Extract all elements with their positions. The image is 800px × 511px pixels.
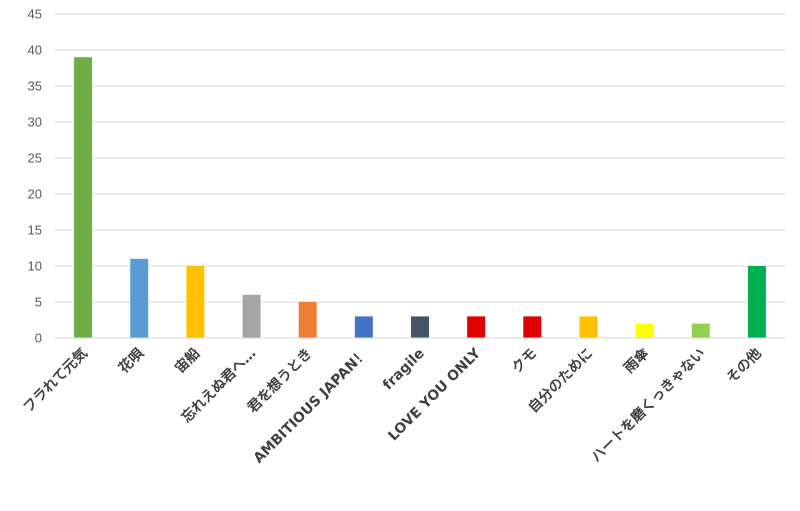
- y-tick-label: 35: [28, 79, 42, 94]
- bar: [691, 323, 710, 338]
- bar: [635, 323, 654, 338]
- bar: [523, 316, 542, 338]
- bar: [298, 302, 317, 338]
- bar: [747, 266, 766, 338]
- x-category-label: AMBITIOUS JAPAN！: [251, 346, 372, 467]
- y-tick-label: 10: [28, 259, 42, 274]
- y-tick-label: 30: [28, 115, 42, 130]
- bar: [579, 316, 598, 338]
- y-tick-label: 0: [35, 331, 42, 346]
- bar: [411, 316, 429, 338]
- x-category-label: 花唄: [115, 345, 147, 377]
- y-tick-label: 20: [28, 187, 42, 202]
- y-tick-label: 15: [28, 223, 42, 238]
- x-category-label: フラれて元気: [20, 345, 91, 416]
- x-category-label: その他: [723, 345, 765, 387]
- bar: [74, 57, 93, 338]
- x-category-label: 宙船: [171, 345, 203, 377]
- bar: [467, 316, 486, 338]
- y-tick-label: 40: [28, 43, 42, 58]
- y-tick-label: 25: [28, 151, 42, 166]
- y-tick-label: 45: [28, 7, 42, 22]
- x-category-label: 雨傘: [621, 344, 654, 377]
- bars: [74, 57, 766, 338]
- x-category-label: クモ: [509, 346, 540, 377]
- bar: [130, 258, 149, 338]
- bar: [242, 294, 261, 338]
- x-category-label: fragile: [380, 346, 428, 394]
- y-axis-ticks: 0 5 10 15 20 25 30 35 40 45: [28, 7, 42, 346]
- x-category-label: ハートを磨くっきゃない: [588, 345, 709, 466]
- gridlines: [55, 13, 785, 303]
- bar: [354, 316, 373, 338]
- bar: [186, 266, 205, 338]
- y-tick-label: 5: [35, 295, 42, 310]
- x-category-label: LOVE YOU ONLY: [385, 345, 484, 444]
